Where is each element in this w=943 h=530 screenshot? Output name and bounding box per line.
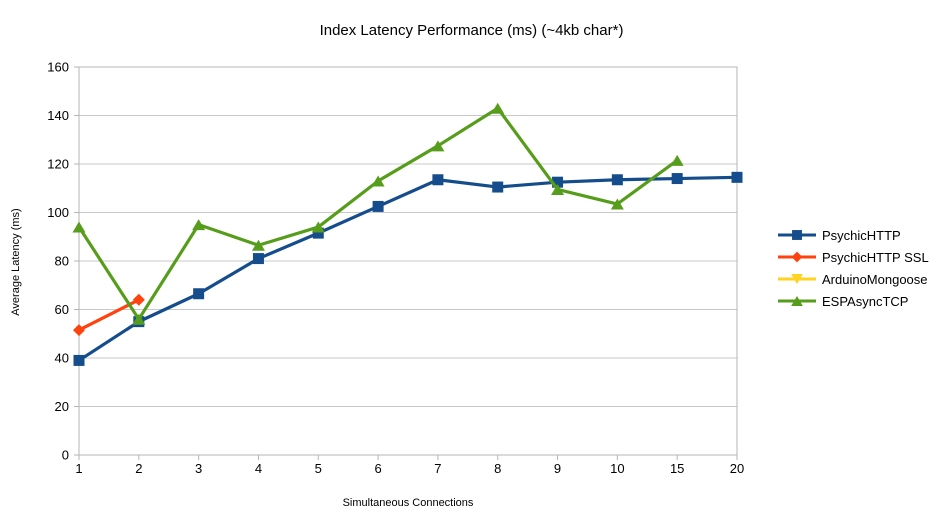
series-line: [77, 175, 739, 363]
marker-triangle-up: [72, 221, 86, 233]
x-tick-label: 8: [494, 461, 501, 476]
y-tick-label: 40: [55, 351, 69, 366]
marker-diamond: [791, 251, 803, 263]
marker-square: [671, 173, 683, 185]
marker-square: [432, 174, 444, 186]
marker-square: [611, 174, 623, 186]
marker-triangle-down: [791, 274, 803, 284]
x-tick-label: 3: [195, 461, 202, 476]
x-tick-label: 6: [374, 461, 381, 476]
marker-diamond: [73, 324, 85, 337]
x-tick-label: 4: [255, 461, 262, 476]
marker-square: [372, 200, 384, 212]
marker-square: [312, 227, 324, 239]
marker-triangle-up: [251, 239, 265, 251]
y-tick-label: 60: [55, 302, 69, 317]
marker-square: [731, 171, 743, 183]
marker-triangle-up: [670, 154, 684, 166]
y-tick-label: 120: [47, 157, 69, 172]
marker-triangle-up: [551, 183, 565, 195]
marker-square: [552, 176, 564, 188]
legend-label: ESPAsyncTCP: [822, 293, 909, 309]
plot-border: [78, 66, 738, 456]
marker-triangle-up: [431, 140, 445, 152]
y-tick-label: 160: [47, 60, 69, 75]
y-tick-label: 100: [47, 205, 69, 220]
marker-triangle-up: [311, 221, 325, 233]
legend-triangle-down-marker-icon: [778, 274, 816, 284]
y-tick-label: 80: [55, 254, 69, 269]
legend: PsychicHTTP PsychicHTTP SSL ArduinoMongoos…: [777, 224, 929, 312]
x-axis-title: Simultaneous Connections: [342, 497, 474, 509]
marker-triangle-up: [791, 296, 803, 306]
legend-item-psychichttp-ssl: PsychicHTTP SSL: [777, 246, 929, 268]
legend-label: PsychicHTTP SSL: [822, 249, 929, 265]
x-tick-label: 5: [315, 461, 322, 476]
x-tick-label: 20: [730, 461, 744, 476]
legend-item-espasynctcp: ESPAsyncTCP: [777, 290, 929, 312]
marker-square: [193, 288, 205, 300]
legend-item-arduinomongoose: ArduinoMongoose: [777, 268, 929, 290]
marker-square: [252, 253, 264, 265]
legend-diamond-marker-icon: [778, 251, 816, 263]
x-tick-label: 1: [75, 461, 82, 476]
marker-triangle-up: [371, 175, 385, 187]
marker-triangle-up: [192, 219, 206, 231]
y-tick-label: 140: [47, 108, 69, 123]
marker-square: [73, 354, 85, 366]
x-tick-label: 2: [135, 461, 142, 476]
series-line: [77, 106, 679, 321]
marker-triangle-up: [610, 198, 624, 210]
y-axis-title: Average Latency (ms): [10, 208, 22, 316]
legend-triangle-up-marker-icon: [778, 296, 816, 306]
legend-item-psychichttp: PsychicHTTP: [777, 224, 929, 246]
marker-square: [492, 181, 504, 193]
marker-square: [792, 230, 802, 240]
chart-title: Index Latency Performance (ms) (~4kb cha…: [319, 22, 624, 39]
legend-square-marker-icon: [778, 230, 816, 240]
x-tick-label: 15: [670, 461, 684, 476]
y-tick-label: 0: [62, 448, 69, 463]
marker-triangle-up: [491, 102, 505, 114]
x-tick-label: 10: [610, 461, 624, 476]
x-tick-label: 7: [434, 461, 441, 476]
x-tick-label: 9: [554, 461, 561, 476]
marker-diamond: [132, 293, 145, 306]
y-tick-label: 20: [55, 399, 69, 414]
legend-label: ArduinoMongoose: [822, 271, 928, 287]
legend-label: PsychicHTTP: [822, 227, 901, 243]
marker-triangle-up: [132, 313, 146, 325]
